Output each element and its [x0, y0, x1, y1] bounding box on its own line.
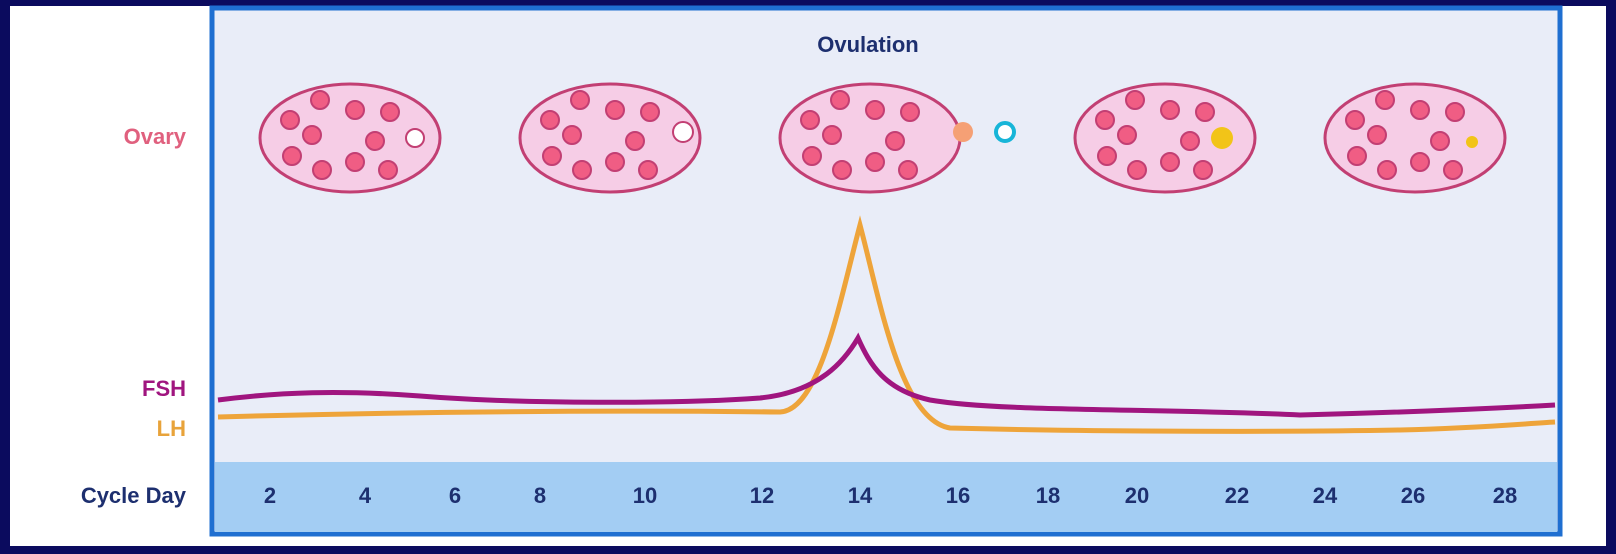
- follicle: [1410, 152, 1430, 172]
- follicle: [898, 160, 918, 180]
- follicle: [302, 125, 322, 145]
- follicle: [1377, 160, 1397, 180]
- day-label: 28: [1493, 483, 1517, 508]
- follicle: [865, 152, 885, 172]
- follicle: [1445, 102, 1465, 122]
- fsh-curve: [217, 332, 1556, 418]
- cycle-day-label: Cycle Day: [81, 483, 187, 508]
- follicle: [310, 90, 330, 110]
- follicle: [1095, 110, 1115, 130]
- follicle: [830, 90, 850, 110]
- follicle: [1410, 100, 1430, 120]
- follicle: [312, 160, 332, 180]
- follicle: [572, 160, 592, 180]
- follicle: [1193, 160, 1213, 180]
- day-label: 24: [1313, 483, 1338, 508]
- follicle: [1375, 90, 1395, 110]
- dominant-follicle: [672, 121, 694, 143]
- follicle: [345, 152, 365, 172]
- follicle: [605, 152, 625, 172]
- follicle: [800, 110, 820, 130]
- day-label: 10: [633, 483, 657, 508]
- title: Ovulation: [817, 32, 918, 57]
- follicle: [885, 131, 905, 151]
- follicle: [1160, 152, 1180, 172]
- follicle: [380, 102, 400, 122]
- follicle: [802, 146, 822, 166]
- follicle: [282, 146, 302, 166]
- follicle: [640, 102, 660, 122]
- egg: [994, 121, 1016, 143]
- day-label: 18: [1036, 483, 1060, 508]
- follicle: [625, 131, 645, 151]
- day-label: 22: [1225, 483, 1249, 508]
- ovaries: [258, 82, 1507, 194]
- follicle: [832, 160, 852, 180]
- follicle: [865, 100, 885, 120]
- corpus-luteum: [1466, 136, 1478, 148]
- follicle: [540, 110, 560, 130]
- follicle: [1125, 90, 1145, 110]
- day-label: 14: [848, 483, 873, 508]
- follicle: [378, 160, 398, 180]
- follicle: [1117, 125, 1137, 145]
- follicle: [280, 110, 300, 130]
- dominant-follicle: [405, 128, 425, 148]
- ovary: [1323, 82, 1507, 194]
- day-label: 4: [359, 483, 372, 508]
- day-label: 26: [1401, 483, 1425, 508]
- day-band: [215, 462, 1557, 532]
- day-label: 20: [1125, 483, 1149, 508]
- follicle: [1160, 100, 1180, 120]
- follicle: [542, 146, 562, 166]
- day-label: 16: [946, 483, 970, 508]
- corpus-luteum: [1211, 127, 1233, 149]
- follicle: [365, 131, 385, 151]
- follicle: [345, 100, 365, 120]
- ruptured-follicle: [953, 122, 973, 142]
- lh-label: LH: [157, 416, 186, 441]
- follicle: [605, 100, 625, 120]
- follicle: [900, 102, 920, 122]
- follicle: [1430, 131, 1450, 151]
- follicle: [562, 125, 582, 145]
- follicle: [570, 90, 590, 110]
- follicle: [1180, 131, 1200, 151]
- follicle: [1097, 146, 1117, 166]
- day-label: 6: [449, 483, 461, 508]
- ovary-label: Ovary: [124, 124, 187, 149]
- lh-curve: [217, 215, 1556, 434]
- day-label: 12: [750, 483, 774, 508]
- follicle: [1127, 160, 1147, 180]
- ovary: [778, 82, 962, 194]
- follicle: [1195, 102, 1215, 122]
- fsh-label: FSH: [142, 376, 186, 401]
- follicle: [1347, 146, 1367, 166]
- day-labels: 2 4 6 8 10 12 14 16 18 20 22 24 26 28: [264, 483, 1517, 508]
- day-label: 8: [534, 483, 546, 508]
- day-label: 2: [264, 483, 276, 508]
- follicle: [1345, 110, 1365, 130]
- follicle: [822, 125, 842, 145]
- ovary: [518, 82, 702, 194]
- follicle: [638, 160, 658, 180]
- follicle: [1367, 125, 1387, 145]
- follicle: [1443, 160, 1463, 180]
